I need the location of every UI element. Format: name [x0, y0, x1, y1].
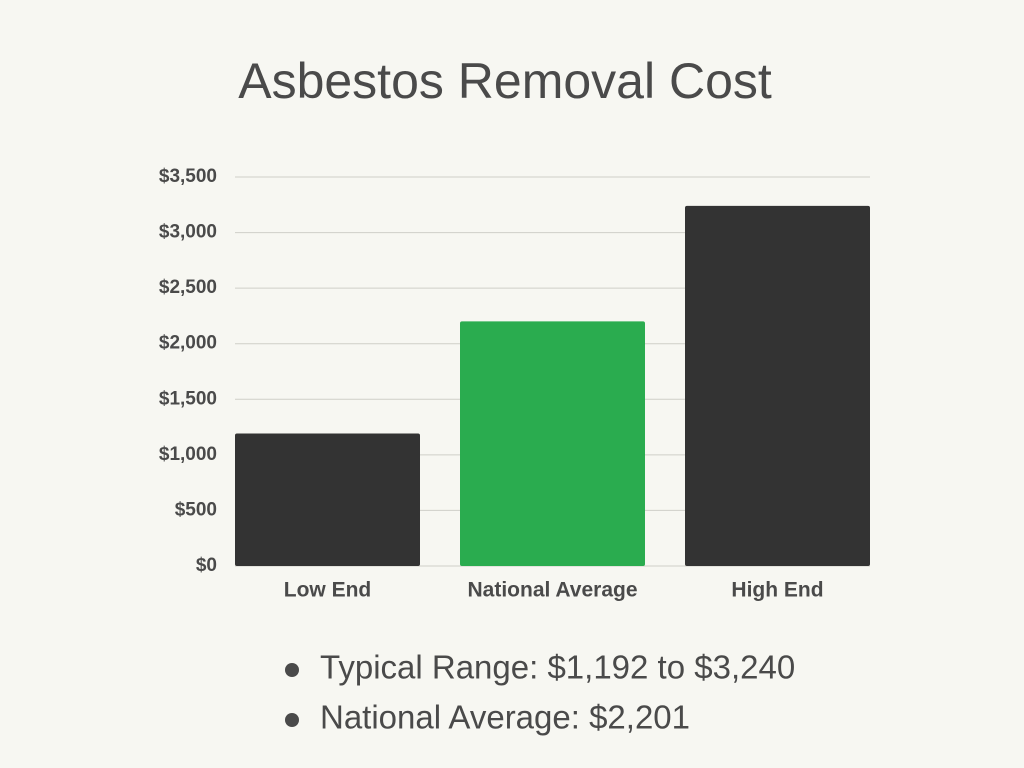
- x-tick-label: High End: [731, 579, 823, 602]
- bar: [460, 321, 645, 566]
- bar: [685, 205, 870, 566]
- y-tick-label: $2,000: [159, 333, 217, 354]
- bullet: [285, 663, 299, 677]
- x-tick-label: Low End: [284, 579, 372, 602]
- y-tick-label: $0: [196, 555, 217, 576]
- y-tick-label: $3,000: [159, 222, 217, 243]
- chart-title: Asbestos Removal Cost: [238, 53, 772, 109]
- x-tick-label: National Average: [468, 579, 638, 602]
- y-tick-label: $500: [175, 499, 217, 520]
- y-tick-label: $2,500: [159, 277, 217, 298]
- bullet: [285, 713, 299, 727]
- bar: [235, 433, 420, 566]
- note: National Average: $2,201: [320, 699, 690, 736]
- y-tick-label: $1,500: [159, 388, 217, 409]
- y-tick-label: $3,500: [159, 166, 217, 187]
- note: Typical Range: $1,192 to $3,240: [320, 649, 795, 686]
- y-tick-label: $1,000: [159, 444, 217, 465]
